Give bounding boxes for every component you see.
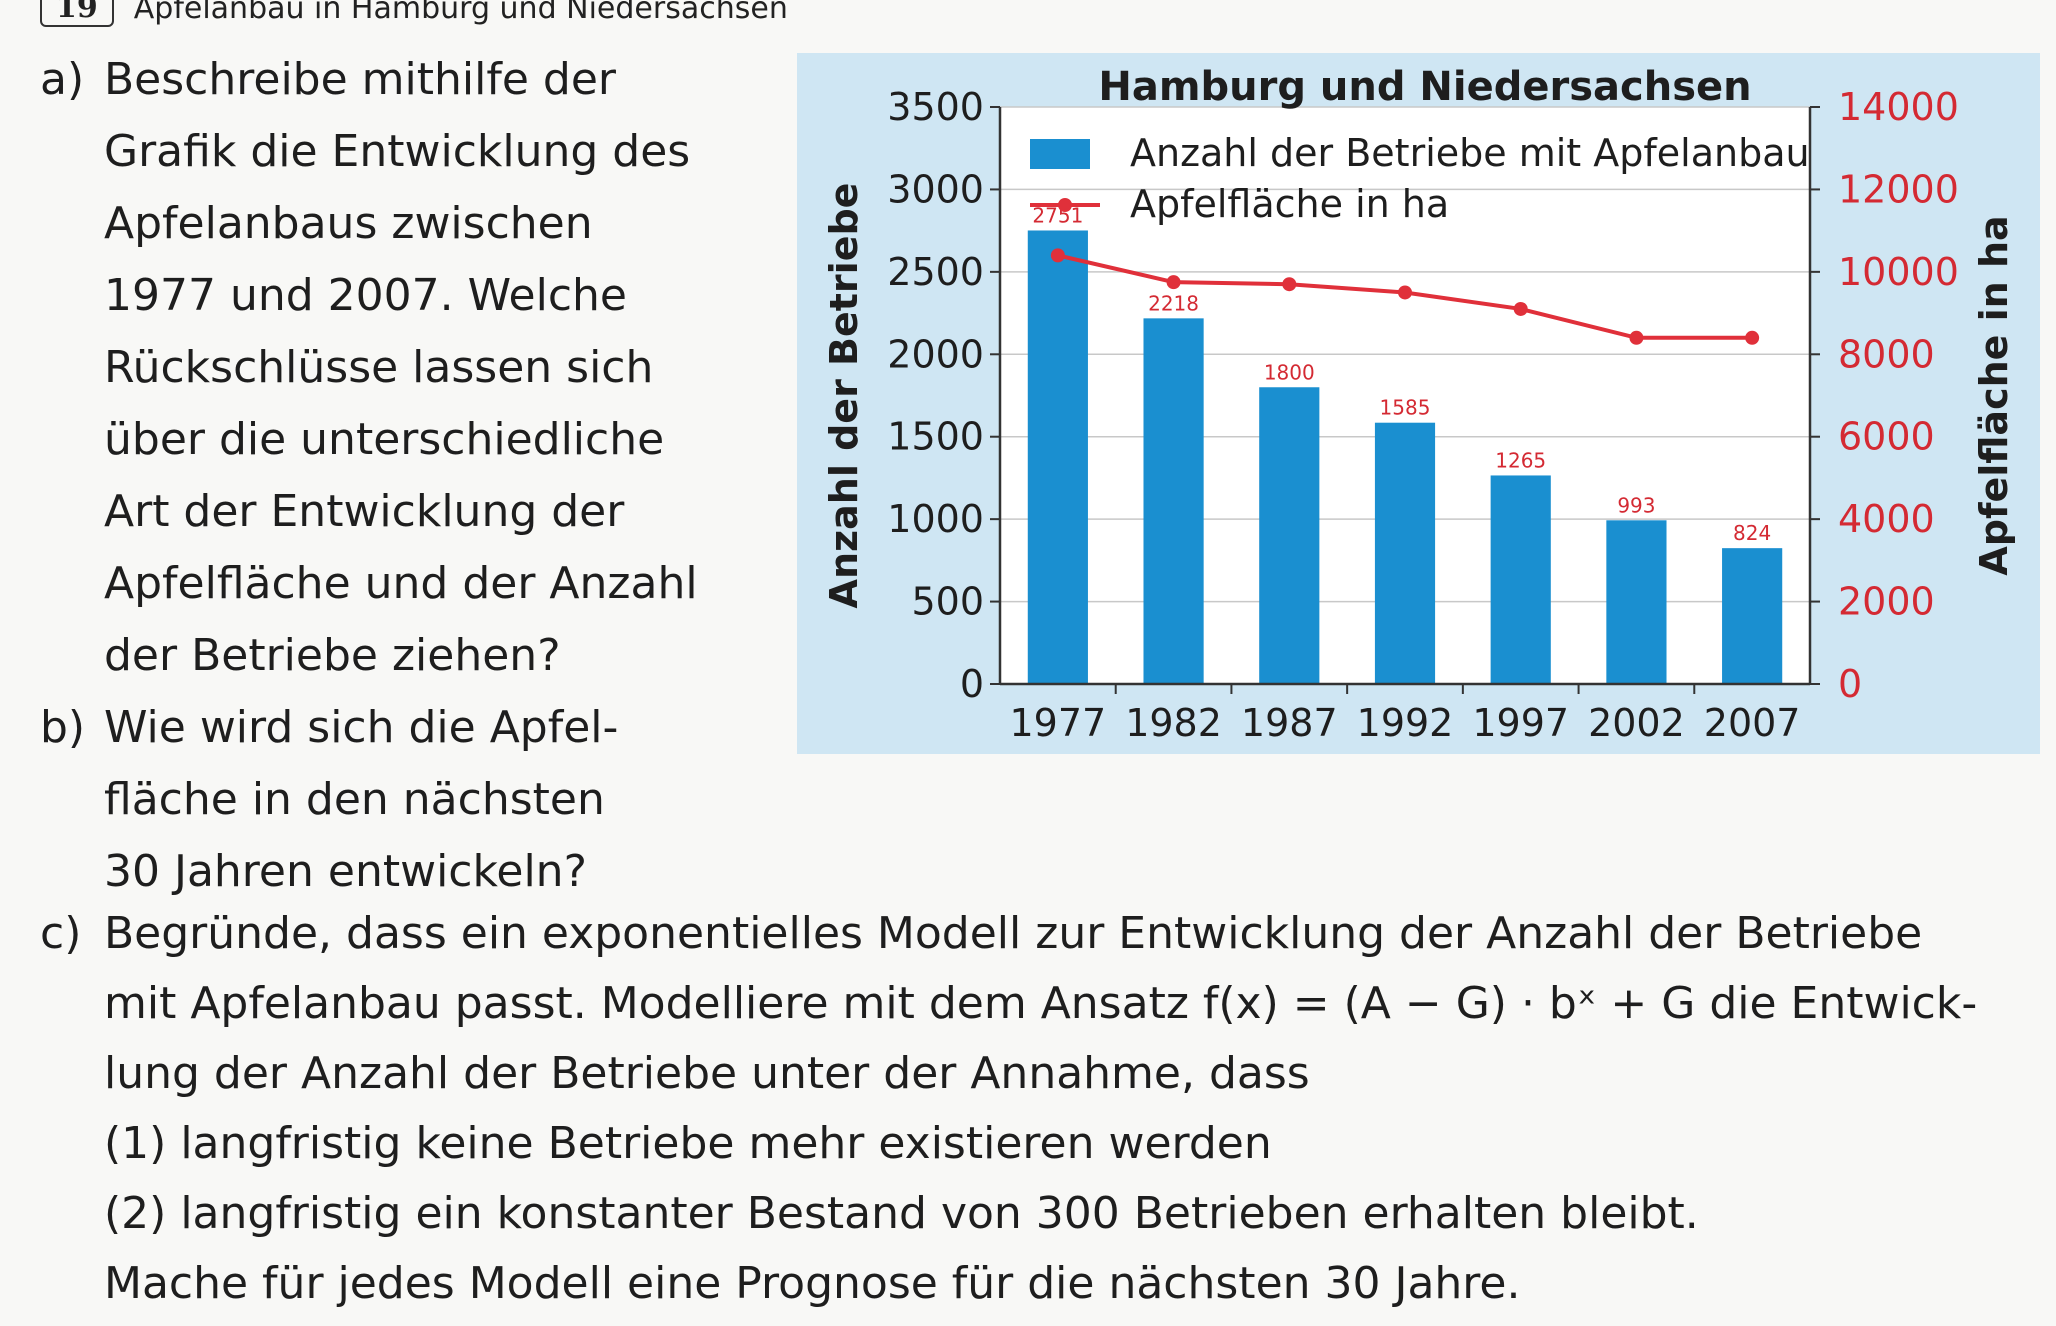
y-tick-label: 1500: [887, 415, 984, 459]
y2-tick-label: 12000: [1838, 167, 1959, 211]
y-tick-label: 3000: [887, 167, 984, 211]
task-b-label: b): [40, 702, 86, 753]
task-number: 19: [40, 0, 114, 27]
y-tick-label: 2000: [887, 332, 984, 376]
y2-tick-label: 2000: [1838, 580, 1935, 624]
area-point: [1745, 330, 1760, 345]
bar: [1490, 475, 1551, 684]
task-header: 19 Apfelanbau in Hamburg und Niedersachs…: [40, 0, 788, 28]
chart-title: Hamburg und Niedersachsen: [1098, 64, 1751, 110]
bar: [1143, 318, 1204, 684]
task-c-label: c): [40, 908, 82, 959]
bar-data-label: 1585: [1380, 396, 1431, 420]
y2-axis-title: Apfelfläche in ha: [1972, 215, 2016, 575]
bar: [1722, 548, 1783, 684]
y-tick-label: 3500: [887, 85, 984, 129]
chart-panel: 0 500 1000 1500 2000 2500 3000 3500 0 2000 4000 600…: [797, 53, 2040, 754]
y2-tick-label: 10000: [1838, 250, 1959, 294]
legend-line-label: Apfelfläche in ha: [1130, 182, 1449, 226]
combo-chart: 0 500 1000 1500 2000 2500 3000 3500 0 2000 4000 600…: [822, 64, 2016, 745]
x-tick-label: 1987: [1241, 701, 1338, 745]
y-tick-label: 500: [911, 580, 984, 624]
task-a-line: Apfelfläche und der Anzahl: [104, 558, 698, 609]
legend-bar-swatch: [1030, 139, 1090, 169]
y2-tick-label: 14000: [1838, 85, 1959, 129]
x-tick-label: 1992: [1357, 701, 1454, 745]
area-point: [1629, 330, 1644, 345]
y-tick-label: 1000: [887, 497, 984, 541]
task-a-line: Beschreibe mithilfe der: [104, 54, 616, 105]
bar-data-label: 2218: [1148, 291, 1199, 315]
legend-line-marker: [1058, 198, 1072, 212]
x-tick-label: 2007: [1704, 701, 1801, 745]
area-point: [1166, 275, 1181, 290]
y-tick-label: 0: [960, 662, 984, 706]
task-a-line: Apfelanbaus zwischen: [104, 198, 593, 249]
y-axis-title: Anzahl der Betriebe: [822, 183, 866, 609]
task-a-line: Art der Entwicklung der: [104, 486, 625, 537]
task-c-line: Begründe, dass ein exponentielles Modell…: [104, 908, 1923, 959]
task-c-line: lung der Anzahl der Betriebe unter der A…: [104, 1048, 1310, 1099]
y2-tick-label: 4000: [1838, 497, 1935, 541]
y-tick-label: 2500: [887, 250, 984, 294]
task-a-line: 1977 und 2007. Welche: [104, 270, 627, 321]
task-a-line: der Betriebe ziehen?: [104, 630, 561, 681]
area-point: [1282, 277, 1297, 292]
x-tick-label: 1977: [1009, 701, 1106, 745]
bar: [1027, 230, 1088, 684]
x-tick-label: 1982: [1125, 701, 1222, 745]
task-c-line: mit Apfelanbau passt. Modelliere mit dem…: [104, 978, 1978, 1029]
task-c-line: (1) langfristig keine Betriebe mehr exis…: [104, 1118, 1272, 1169]
area-point: [1398, 285, 1412, 300]
bar-data-label: 2751: [1032, 203, 1083, 227]
y2-tick-label: 0: [1838, 662, 1862, 706]
task-b-line: Wie wird sich die Apfel-: [104, 702, 619, 753]
y2-tick-label: 6000: [1838, 415, 1935, 459]
bar-data-label: 1265: [1495, 448, 1546, 472]
task-b-line: fläche in den nächsten: [104, 774, 605, 825]
task-a-line: über die unterschiedliche: [104, 414, 665, 465]
legend-bar-label: Anzahl der Betriebe mit Apfelanbau: [1130, 131, 1810, 175]
bar: [1374, 422, 1436, 684]
task-a-label: a): [40, 54, 85, 105]
task-c-line: (2) langfristig ein konstanter Bestand v…: [104, 1188, 1699, 1239]
bar: [1259, 387, 1320, 684]
task-c-line: Mache für jedes Modell eine Prognose für…: [104, 1258, 1521, 1309]
bar-data-label: 824: [1733, 521, 1771, 545]
task-a-line: Rückschlüsse lassen sich: [104, 342, 654, 393]
bar-data-label: 993: [1617, 493, 1655, 517]
bar-data-label: 1800: [1264, 360, 1315, 384]
bar: [1606, 520, 1667, 684]
x-tick-label: 1997: [1472, 701, 1569, 745]
area-point: [1513, 301, 1528, 316]
y2-tick-label: 8000: [1838, 332, 1935, 376]
x-tick-label: 2002: [1588, 701, 1685, 745]
area-point: [1050, 248, 1065, 263]
task-b-line: 30 Jahren entwickeln?: [104, 846, 587, 897]
task-a-line: Grafik die Entwicklung des: [104, 126, 691, 177]
task-title: Apfelanbau in Hamburg und Niedersachsen: [133, 0, 788, 26]
